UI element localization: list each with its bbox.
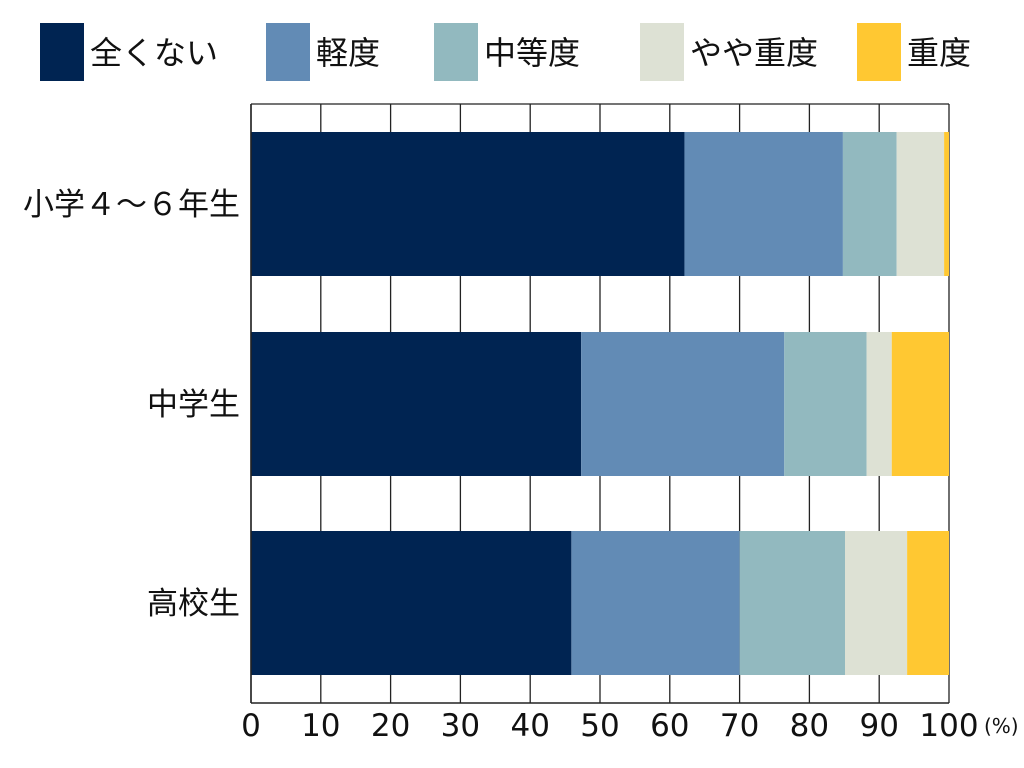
bar-segment — [896, 132, 945, 276]
x-tick-label: 100 — [919, 708, 978, 744]
category-label: 中学生 — [147, 387, 240, 423]
legend-label: 重度 — [907, 34, 971, 72]
legend-swatch — [434, 23, 478, 81]
x-tick-label: 10 — [301, 708, 340, 744]
bar-segment — [571, 531, 740, 675]
x-tick-label: 20 — [371, 708, 410, 744]
bars — [251, 132, 949, 675]
bar-segment — [739, 531, 845, 675]
bar-segment — [784, 332, 867, 476]
legend-swatch — [857, 23, 901, 81]
category-label: 小学４～６年生 — [23, 187, 240, 223]
legend: 全くない 軽度 中等度 やや重度 重度 — [40, 23, 971, 81]
x-tick-label: 90 — [859, 708, 898, 744]
bar-segment — [251, 132, 685, 276]
legend-item: 軽度 — [266, 23, 380, 81]
legend-item: 中等度 — [434, 23, 580, 81]
legend-swatch — [40, 23, 84, 81]
legend-label: 中等度 — [484, 34, 580, 72]
x-tick-label: 60 — [650, 708, 689, 744]
x-tick-labels: 0 10 20 30 40 50 60 70 80 90 100 — [241, 708, 978, 744]
bar-segment — [251, 531, 572, 675]
legend-swatch — [266, 23, 310, 81]
x-tick-label: 50 — [580, 708, 619, 744]
legend-item: 重度 — [857, 23, 971, 81]
x-tick-label: 80 — [790, 708, 829, 744]
bar-segment — [842, 132, 897, 276]
legend-swatch — [640, 23, 684, 81]
bar-segment — [251, 332, 582, 476]
x-tick-label: 40 — [510, 708, 549, 744]
bar-segment — [844, 531, 908, 675]
bar-segment — [581, 332, 785, 476]
bar-segment — [907, 531, 949, 675]
legend-item: やや重度 — [640, 23, 818, 81]
x-unit-label: (%) — [984, 714, 1019, 738]
bar-segment — [891, 332, 949, 476]
bar-segment — [866, 332, 892, 476]
bar-segment — [944, 132, 949, 276]
x-tick-label: 0 — [241, 708, 261, 744]
axis-frame — [250, 104, 949, 704]
legend-label: やや重度 — [690, 34, 818, 72]
x-tick-label: 30 — [441, 708, 480, 744]
bar-segment — [684, 132, 843, 276]
legend-label: 全くない — [90, 34, 218, 72]
legend-label: 軽度 — [316, 34, 380, 72]
category-label: 高校生 — [147, 586, 240, 622]
x-tick-label: 70 — [720, 708, 759, 744]
legend-item: 全くない — [40, 23, 218, 81]
